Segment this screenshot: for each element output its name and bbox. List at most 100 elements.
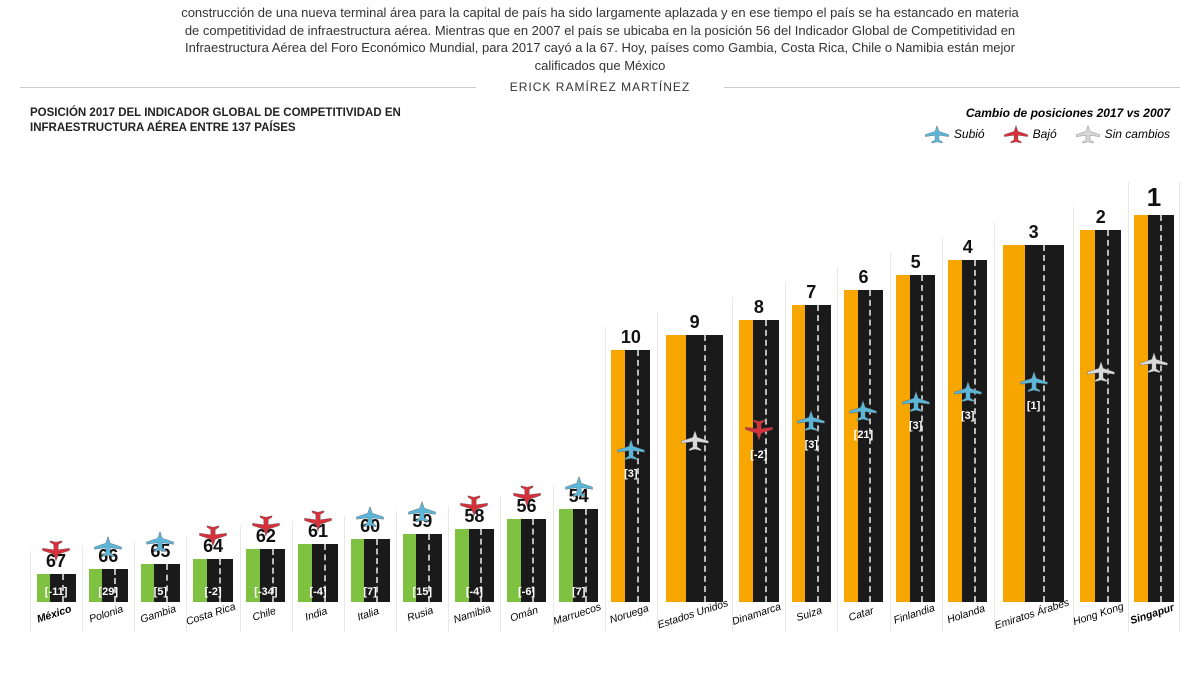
rank-value: 1 [1147, 182, 1161, 213]
bar: [-4] [455, 529, 494, 602]
bar-slot: 61[-4]India [292, 521, 343, 632]
bar-slot: 4[3]Holanda [942, 237, 993, 632]
bar-slot: 64[-2]Costa Rica [186, 536, 238, 632]
bar-slot: 59[15]Rusia [396, 511, 447, 632]
country-label: Polonia [81, 601, 136, 639]
bar-slot: 10[3]Noruega [605, 327, 656, 632]
bar-chart: 67[-11]México66[29]Polonia65[5]Gambia64[… [0, 152, 1200, 632]
legend-down: Bajó [1003, 124, 1057, 144]
plane-down-icon [303, 510, 333, 538]
country-label: Estados Unidos [656, 597, 733, 643]
rank-value: 2 [1096, 207, 1106, 228]
bar [1134, 215, 1173, 602]
legend-title: Cambio de posiciones 2017 vs 2007 [924, 106, 1170, 120]
bar-slot: 65[5]Gambia [134, 541, 185, 632]
bar-slot: 67[-11]México [30, 551, 81, 632]
plane-up-icon [355, 505, 385, 533]
rank-value: 8 [754, 297, 764, 318]
bar-slot: 7[3]Suiza [785, 282, 836, 632]
bar: [3] [896, 275, 935, 602]
bar [1080, 230, 1121, 602]
plane-down-icon [1003, 124, 1029, 144]
bar-slot: 56[-6]Omán [500, 496, 551, 632]
change-value: [29] [98, 586, 118, 598]
country-label: India [290, 601, 345, 639]
bar: [-4] [298, 544, 337, 602]
bar-slot: 62[-34]Chile [240, 526, 291, 632]
header-row: POSICIÓN 2017 DEL INDICADOR GLOBAL DE CO… [0, 106, 1200, 152]
chart-subtitle: POSICIÓN 2017 DEL INDICADOR GLOBAL DE CO… [30, 106, 450, 144]
bar: [-6] [507, 519, 546, 602]
country-label: Rusia [395, 601, 450, 639]
plane-up-icon [616, 438, 646, 466]
rank-value: 7 [806, 282, 816, 303]
change-value: [-2] [750, 449, 767, 461]
change-value: [-34] [254, 586, 277, 598]
bar: [5] [141, 564, 180, 602]
legend-same: Sin cambios [1075, 124, 1170, 144]
plane-same-icon [1075, 124, 1101, 144]
country-label: Catar [836, 601, 891, 639]
bar-slot: 6[21]Catar [837, 267, 888, 632]
country-label: Marruecos [551, 601, 606, 639]
bar-slot: 1Singapur [1128, 182, 1180, 632]
change-value: [1] [1027, 400, 1040, 412]
bar-slot: 3[1]Emiratos Árabes [994, 222, 1073, 632]
plane-up-icon [796, 409, 826, 437]
bar-slot: 60[7]Italia [344, 516, 395, 632]
plane-up-icon [145, 530, 175, 558]
change-value: [21] [854, 429, 874, 441]
rank-value: 6 [858, 267, 868, 288]
bar: [15] [403, 534, 442, 602]
change-value: [3] [909, 420, 922, 432]
bar-slot: 9Estados Unidos [657, 312, 732, 632]
plane-down-icon [198, 525, 228, 553]
plane-up-icon [564, 475, 594, 503]
country-label: Gambia [133, 601, 188, 639]
plane-up-icon [901, 390, 931, 418]
change-value: [3] [624, 468, 637, 480]
change-value: [3] [805, 439, 818, 451]
change-value: [-2] [205, 586, 222, 598]
country-label: Emiratos Árabes [993, 597, 1074, 644]
plane-up-icon [93, 535, 123, 563]
bar [666, 335, 723, 602]
bar-slot: 2Hong Kong [1073, 207, 1127, 632]
change-value: [-4] [309, 586, 326, 598]
change-value: [7] [572, 586, 585, 598]
legend: Cambio de posiciones 2017 vs 2007 Subió … [924, 106, 1170, 144]
rank-value: 10 [621, 327, 641, 348]
country-label: Suiza [784, 601, 839, 639]
change-value: [7] [363, 586, 376, 598]
bar: [-2] [739, 320, 779, 602]
change-value: [5] [154, 586, 167, 598]
bar: [3] [792, 305, 831, 602]
change-value: [-4] [466, 586, 483, 598]
country-label: Holanda [940, 601, 995, 639]
plane-up-icon [407, 500, 437, 528]
rank-value: 9 [690, 312, 700, 333]
intro-text: construcción de una nueva terminal área … [0, 0, 1200, 80]
bar: [29] [89, 569, 128, 602]
change-value: [3] [961, 410, 974, 422]
bar-slot: 66[29]Polonia [82, 546, 133, 632]
author-name: ERICK RAMÍREZ MARTÍNEZ [0, 80, 1200, 94]
plane-up-icon [1019, 370, 1049, 398]
bar: [21] [844, 290, 883, 602]
country-label: Chile [238, 601, 293, 639]
plane-up-icon [924, 124, 950, 144]
bar: [1] [1003, 245, 1064, 602]
plane-same-icon [1086, 360, 1116, 388]
country-label: Namibia [447, 601, 502, 639]
plane-down-icon [41, 540, 71, 568]
plane-down-icon [459, 495, 489, 523]
bar: [3] [611, 350, 650, 602]
bar: [-34] [246, 549, 285, 602]
plane-down-icon [512, 485, 542, 513]
country-label: Noruega [603, 601, 658, 639]
country-label: México [29, 601, 84, 639]
bar-slot: 5[3]Finlandia [890, 252, 941, 632]
bar-slot: 58[-4]Namibia [448, 506, 499, 632]
plane-up-icon [953, 380, 983, 408]
plane-up-icon [848, 399, 878, 427]
